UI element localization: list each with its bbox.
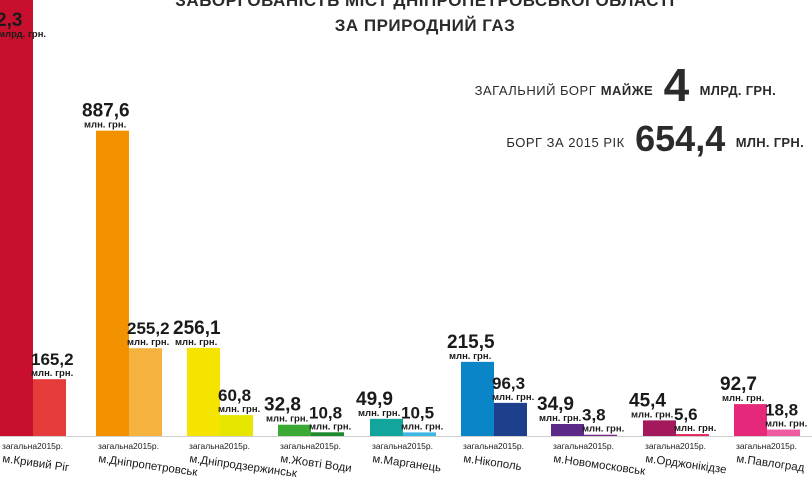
city-8-total-value: 92,7 bbox=[720, 374, 757, 395]
city-3-total-bar bbox=[278, 424, 311, 436]
city-4-2015-value: 10,5 bbox=[401, 403, 434, 422]
city-2-total-unit: млн. грн. bbox=[175, 337, 217, 348]
city-4-total-bar-label: загальна bbox=[372, 441, 407, 451]
city-2-2015-unit: млн. грн. bbox=[218, 404, 260, 415]
city-1-total-unit: млн. грн. bbox=[84, 120, 126, 131]
total-debt-info: ЗАГАЛЬНИЙ БОРГ МАЙЖЕ 4 МЛРД. ГРН. bbox=[475, 58, 776, 112]
city-6-total-value: 34,9 bbox=[537, 394, 574, 415]
city-4-2015-unit: млн. грн. bbox=[401, 421, 443, 432]
city-7-2015-unit: млн. грн. bbox=[674, 423, 716, 434]
city-6-name: м.Новомосковськ bbox=[553, 453, 647, 478]
city-7-2015-bar bbox=[676, 434, 709, 436]
city-8-name: м.Павлоград bbox=[736, 453, 806, 474]
city-0-total-value: 2,3 bbox=[0, 10, 22, 31]
city-0-2015-bar bbox=[33, 379, 66, 436]
city-3-2015-unit: млн. грн. bbox=[309, 421, 351, 432]
city-4-name: м.Марганець bbox=[372, 453, 442, 475]
city-2-2015-value: 60,8 bbox=[218, 386, 251, 405]
city-0-total-bar bbox=[0, 0, 33, 436]
city-7-total-bar bbox=[643, 420, 676, 436]
city-1-total-value: 887,6 bbox=[82, 101, 130, 122]
city-6-2015-value: 3,8 bbox=[582, 406, 606, 425]
city-5-2015-unit: млн. грн. bbox=[492, 392, 534, 403]
city-3-2015-value: 10,8 bbox=[309, 403, 342, 422]
city-4-total-bar bbox=[370, 418, 403, 436]
city-8-2015-value: 18,8 bbox=[765, 401, 798, 420]
city-7-total-bar-label: загальна bbox=[645, 441, 680, 451]
city-2-total-bar bbox=[187, 347, 220, 436]
city-6-total-bar-label: загальна bbox=[553, 441, 588, 451]
total-debt-unit: МЛРД. ГРН. bbox=[699, 83, 776, 98]
city-6-2015-bar-label: 2015р. bbox=[588, 441, 614, 451]
city-1-total-bar bbox=[96, 130, 129, 437]
city-1-2015-bar bbox=[129, 348, 162, 436]
city-3-total-value: 32,8 bbox=[264, 395, 301, 416]
city-2-total-bar-label: загальна bbox=[189, 441, 224, 451]
city-5-total-bar bbox=[461, 361, 494, 436]
city-2-2015-bar-label: 2015р. bbox=[224, 441, 250, 451]
city-8-total-bar-label: загальна bbox=[736, 441, 771, 451]
total-debt-value: 4 bbox=[663, 59, 690, 111]
city-5-2015-bar-label: 2015р. bbox=[498, 441, 524, 451]
city-3-total-unit: млн. грн. bbox=[266, 414, 308, 425]
debt-2015-info: БОРГ ЗА 2015 РІК 654,4 МЛН. ГРН. bbox=[506, 118, 804, 160]
city-8-2015-unit: млн. грн. bbox=[765, 419, 807, 430]
city-3-total-bar-label: загальна bbox=[280, 441, 315, 451]
city-5-total-value: 215,5 bbox=[447, 332, 495, 353]
city-0-total-bar-label: загальна bbox=[2, 441, 37, 451]
city-1-total-bar-label: загальна bbox=[98, 441, 133, 451]
city-8-2015-bar-label: 2015р. bbox=[771, 441, 797, 451]
city-7-2015-value: 5,6 bbox=[674, 405, 698, 424]
city-7-total-unit: млн. грн. bbox=[631, 409, 673, 420]
city-2-total-value: 256,1 bbox=[173, 318, 221, 339]
city-5-2015-bar bbox=[494, 402, 527, 436]
city-1-name: м.Дніпропетровськ bbox=[98, 453, 200, 479]
city-6-2015-unit: млн. грн. bbox=[582, 424, 624, 435]
city-5-total-bar-label: загальна bbox=[463, 441, 498, 451]
city-0-2015-value: 165,2 bbox=[31, 350, 74, 369]
city-8-total-bar bbox=[734, 404, 767, 436]
city-5-name: м.Нікополь bbox=[463, 453, 523, 473]
debt-2015-unit: МЛН. ГРН. bbox=[735, 135, 804, 150]
chart-title-line1: ЗАБОРГОВАНІСТЬ МІСТ ДНІПРОПЕТРОВСЬКОЇ ОБ… bbox=[175, 0, 675, 10]
city-1-2015-unit: млн. грн. bbox=[127, 337, 169, 348]
city-0-name: м.Кривий Ріг bbox=[2, 453, 70, 474]
city-8-2015-bar bbox=[767, 429, 800, 436]
city-7-total-value: 45,4 bbox=[629, 390, 666, 411]
city-4-2015-bar bbox=[403, 432, 436, 436]
debt-2015-label: БОРГ ЗА 2015 РІК bbox=[506, 135, 625, 150]
city-2-2015-bar bbox=[220, 415, 253, 436]
city-7-2015-bar-label: 2015р. bbox=[680, 441, 706, 451]
city-1-2015-value: 255,2 bbox=[127, 319, 170, 338]
city-6-2015-bar bbox=[584, 434, 617, 436]
city-7-name: м.Орджонікідзе bbox=[645, 453, 728, 476]
city-6-total-bar bbox=[551, 423, 584, 436]
debt-2015-value: 654,4 bbox=[635, 118, 726, 159]
city-1-2015-bar-label: 2015р. bbox=[133, 441, 159, 451]
city-8-total-unit: млн. грн. bbox=[722, 393, 764, 404]
city-3-2015-bar bbox=[311, 432, 344, 436]
city-0-total-unit: млрд. грн. bbox=[0, 29, 46, 40]
total-debt-label: ЗАГАЛЬНИЙ БОРГ bbox=[474, 83, 597, 98]
total-debt-emphasis: МАЙЖЕ bbox=[600, 83, 654, 98]
city-5-total-unit: млн. грн. bbox=[449, 351, 491, 362]
city-4-2015-bar-label: 2015р. bbox=[407, 441, 433, 451]
city-5-2015-value: 96,3 bbox=[492, 374, 525, 393]
city-4-total-unit: млн. грн. bbox=[358, 408, 400, 419]
chart-title-line2: ЗА ПРИРОДНИЙ ГАЗ bbox=[334, 16, 516, 35]
city-6-total-unit: млн. грн. bbox=[539, 413, 581, 424]
city-0-2015-bar-label: 2015р. bbox=[37, 441, 63, 451]
city-3-2015-bar-label: 2015р. bbox=[315, 441, 341, 451]
city-4-total-value: 49,9 bbox=[356, 389, 393, 410]
city-0-2015-unit: млн. грн. bbox=[31, 368, 73, 379]
